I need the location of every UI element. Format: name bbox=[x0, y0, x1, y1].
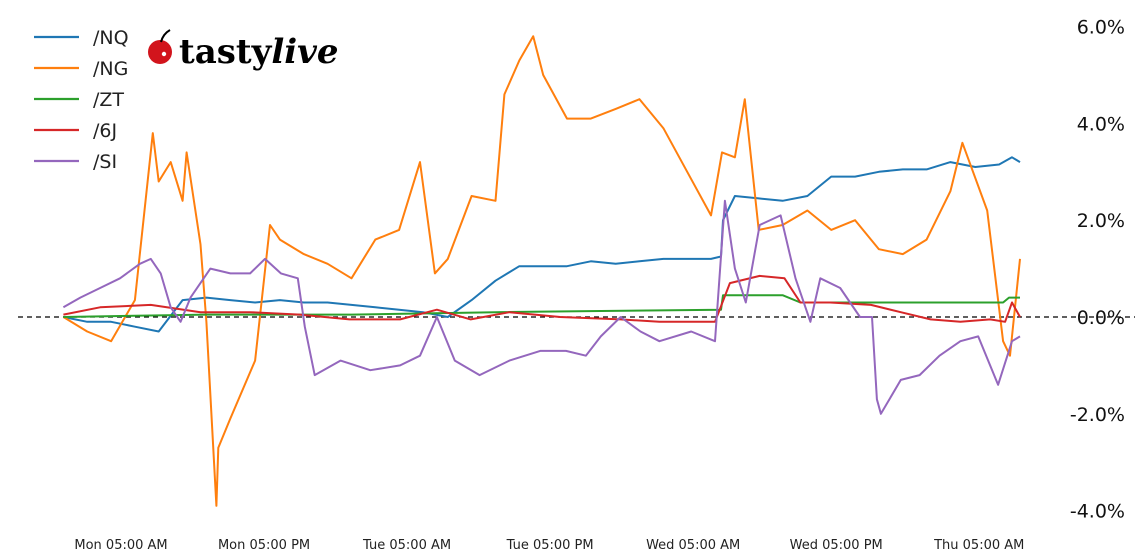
series-line-si bbox=[62, 199, 1021, 415]
y-tick-label: -4.0% bbox=[1070, 501, 1125, 523]
legend-item: /6J bbox=[34, 120, 117, 142]
x-tick-label: Wed 05:00 PM bbox=[790, 538, 883, 553]
y-tick-label: -2.0% bbox=[1070, 404, 1125, 426]
tastylive-logo: tastylive bbox=[148, 29, 339, 72]
y-tick-label: 4.0% bbox=[1077, 113, 1125, 135]
y-axis: 6.0% 4.0% 2.0% 0.0% -2.0% -4.0% bbox=[1070, 17, 1125, 523]
legend-label: /SI bbox=[93, 151, 117, 173]
y-tick-label: 2.0% bbox=[1077, 210, 1125, 232]
x-tick-label: Mon 05:00 AM bbox=[74, 538, 167, 553]
legend-label: /NG bbox=[93, 58, 128, 80]
y-tick-label: 6.0% bbox=[1077, 17, 1125, 39]
legend-item: /NQ bbox=[34, 27, 129, 49]
series-line-6j bbox=[63, 274, 1021, 323]
series-line-ng bbox=[62, 35, 1021, 507]
y-tick-label: 0.0% bbox=[1077, 307, 1125, 329]
series-line-nq bbox=[63, 156, 1021, 333]
cherry-icon bbox=[148, 40, 172, 64]
legend-item: /ZT bbox=[34, 89, 124, 111]
legend-label: /NQ bbox=[93, 27, 129, 49]
legend-label: /6J bbox=[93, 120, 117, 142]
series-layer bbox=[62, 35, 1021, 507]
legend-item: /NG bbox=[34, 58, 128, 80]
legend-label: /ZT bbox=[93, 89, 124, 111]
x-tick-label: Thu 05:00 AM bbox=[933, 538, 1024, 553]
x-tick-label: Mon 05:00 PM bbox=[218, 538, 310, 553]
legend-item: /SI bbox=[34, 151, 117, 173]
x-tick-label: Tue 05:00 AM bbox=[362, 538, 451, 553]
x-axis: Mon 05:00 AM Mon 05:00 PM Tue 05:00 AM Tue … bbox=[74, 538, 1024, 553]
legend: /NQ/NG/ZT/6J/SI bbox=[34, 27, 129, 173]
svg-text:tastylive: tastylive bbox=[179, 32, 339, 72]
x-tick-label: Tue 05:00 PM bbox=[506, 538, 594, 553]
x-tick-label: Wed 05:00 AM bbox=[646, 538, 740, 553]
